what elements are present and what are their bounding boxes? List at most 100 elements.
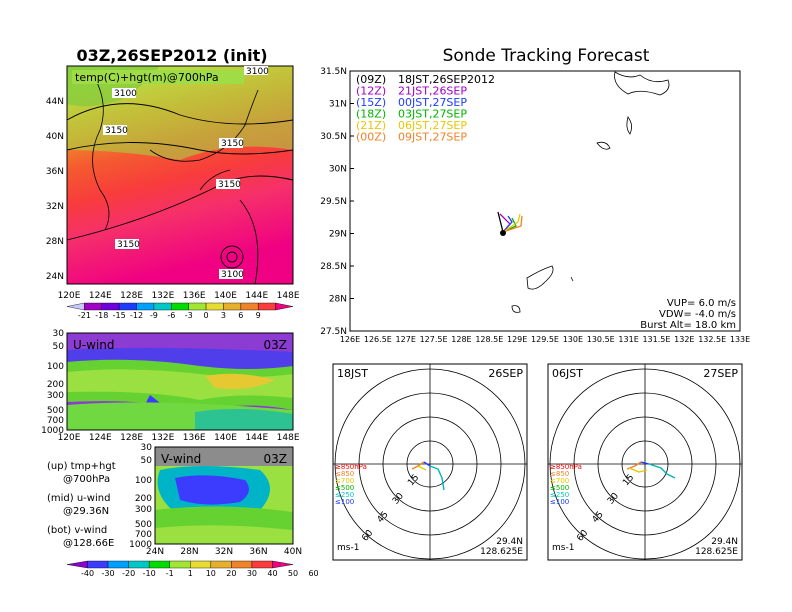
pressure-legend: ≤250 <box>335 491 354 499</box>
forecast-title: Sonde Tracking Forecast <box>443 46 650 66</box>
colorbar-swatch <box>188 302 207 311</box>
lat-tick: 29N <box>329 230 347 240</box>
lat-tick: 32N <box>215 547 233 557</box>
lon-tick: 132E <box>674 335 694 344</box>
lon-tick: 132E <box>151 433 174 443</box>
pressure-tick: 100 <box>135 476 152 486</box>
colorbar-label: -20 <box>122 569 135 578</box>
lon-tick: 132.5E <box>698 335 726 344</box>
contour-label: 3150 <box>218 180 241 190</box>
contour-label: 3100 <box>221 270 244 280</box>
colorbar-swatch <box>240 302 259 311</box>
lat-tick: 40N <box>284 547 302 557</box>
colorbar-swatch <box>107 560 129 569</box>
colorbar-swatch <box>272 560 294 569</box>
colorbar-label: 9 <box>256 311 261 320</box>
polar-lon: 128.625E <box>695 547 738 557</box>
legend-line: (up) tmp+hgt <box>47 461 116 472</box>
pressure-legend: ≤700 <box>550 477 569 485</box>
polar-unit: ms-1 <box>552 543 574 553</box>
contour-label: 3100 <box>114 89 137 99</box>
lon-tick: 128.5E <box>475 335 503 344</box>
pressure-tick: 500 <box>47 406 64 416</box>
colorbar-swatch <box>205 302 224 311</box>
u-panel-time: 03Z <box>264 338 288 352</box>
launch-point <box>500 230 506 236</box>
lat-tick: 24N <box>46 272 64 282</box>
pressure-tick: 100 <box>47 362 64 372</box>
colorbar-label: -6 <box>167 311 175 320</box>
lat-tick: 40N <box>46 132 64 142</box>
legend-text: 18JST,26SEP2012 <box>398 73 495 86</box>
lon-tick: 132E <box>151 291 174 301</box>
legend-tag: (00Z) <box>356 131 386 144</box>
u-panel-label: U-wind <box>73 338 114 352</box>
island <box>526 265 554 290</box>
typhoon-center <box>226 251 238 263</box>
legend-text: 21JST,26SEP <box>398 85 467 98</box>
panel-legend: (up) tmp+hgt @700hPa (mid) u-wind @29.36… <box>47 461 116 549</box>
colorbar-swatch <box>258 302 276 311</box>
contour-labels: 3100 3100 3150 3150 3150 3150 3100 <box>103 66 269 280</box>
legend-text: 00JST,27SEP <box>398 96 467 109</box>
lon-tick: 128E <box>120 291 143 301</box>
lon-tick: 129E <box>507 335 527 344</box>
pressure-tick: 200 <box>47 380 64 390</box>
pressure-legend: ≤700 <box>335 477 354 485</box>
lat-tick: 36N <box>46 167 64 177</box>
pressure-legend: ≤850 <box>550 470 569 478</box>
lon-tick: 148E <box>277 433 300 443</box>
legend-line: @128.66E <box>63 538 114 549</box>
colorbar-swatch <box>148 560 170 569</box>
pressure-tick: 700 <box>47 416 64 426</box>
lon-tick: 126.5E <box>364 335 392 344</box>
hodograph <box>411 461 445 491</box>
colorbar-swatch <box>128 560 150 569</box>
v-panel-time: 03Z <box>264 452 288 466</box>
lat-tick: 32N <box>46 202 64 212</box>
param-block: VUP= 6.0 m/s VDW= -4.0 m/s Burst Alt= 18… <box>640 298 736 331</box>
param-text: VDW= -4.0 m/s <box>659 309 736 320</box>
legend-line: (mid) u-wind <box>47 493 110 504</box>
pressure-tick: 50 <box>141 456 153 466</box>
lon-tick: 124E <box>89 291 112 301</box>
contour-label: 3150 <box>221 139 244 149</box>
tracking-map: 31.5N 31N 30.5N 30N 29.5N 29N 28.5N 28N 27.5N 12… <box>320 67 750 344</box>
lat-tick: 30.5N <box>320 132 347 142</box>
legend-tag: (09Z) <box>356 73 386 86</box>
pressure-tick: 300 <box>135 505 152 515</box>
colorbar-label: -1 <box>166 569 174 578</box>
lat-tick: 28N <box>180 547 198 557</box>
lat-tick: 31.5N <box>320 67 347 77</box>
pressure-tick: 300 <box>47 391 64 401</box>
pressure-legend: ≤250 <box>550 491 569 499</box>
colorbar-swatch <box>66 302 85 311</box>
colorbar-label: -40 <box>81 569 94 578</box>
pressure-tick: 1000 <box>129 540 152 550</box>
v-panel-label: V-wind <box>161 452 201 466</box>
lon-tick: 126E <box>340 335 360 344</box>
colorbar-label: -18 <box>95 311 108 320</box>
pressure-tick: 200 <box>135 494 152 504</box>
contour-label: 3100 <box>246 67 269 77</box>
colorbar-label: 50 <box>288 569 298 578</box>
colorbar-swatch <box>231 560 253 569</box>
colorbar-swatch <box>66 560 88 569</box>
top-panel-label: temp(C)+hgt(m)@700hPa <box>75 71 219 84</box>
colorbar-swatch <box>136 302 155 311</box>
colorbar-swatch <box>87 560 109 569</box>
lon-tick: 129.5E <box>531 335 559 344</box>
pressure-legend: ≤500 <box>335 484 354 492</box>
polar-date: 26SEP <box>488 367 523 380</box>
legend-line: @700hPa <box>63 474 110 485</box>
colorbar-swatch <box>101 302 120 311</box>
colorbar-swatch <box>251 560 273 569</box>
lat-tick: 30N <box>329 165 347 175</box>
contour-label: 3150 <box>105 126 128 136</box>
colorbar-swatch <box>275 302 294 311</box>
colorbar-label: 6 <box>238 311 243 320</box>
lat-tick: 44N <box>46 97 64 107</box>
legend-text: 03JST,27SEP <box>398 108 467 121</box>
island <box>614 71 670 96</box>
